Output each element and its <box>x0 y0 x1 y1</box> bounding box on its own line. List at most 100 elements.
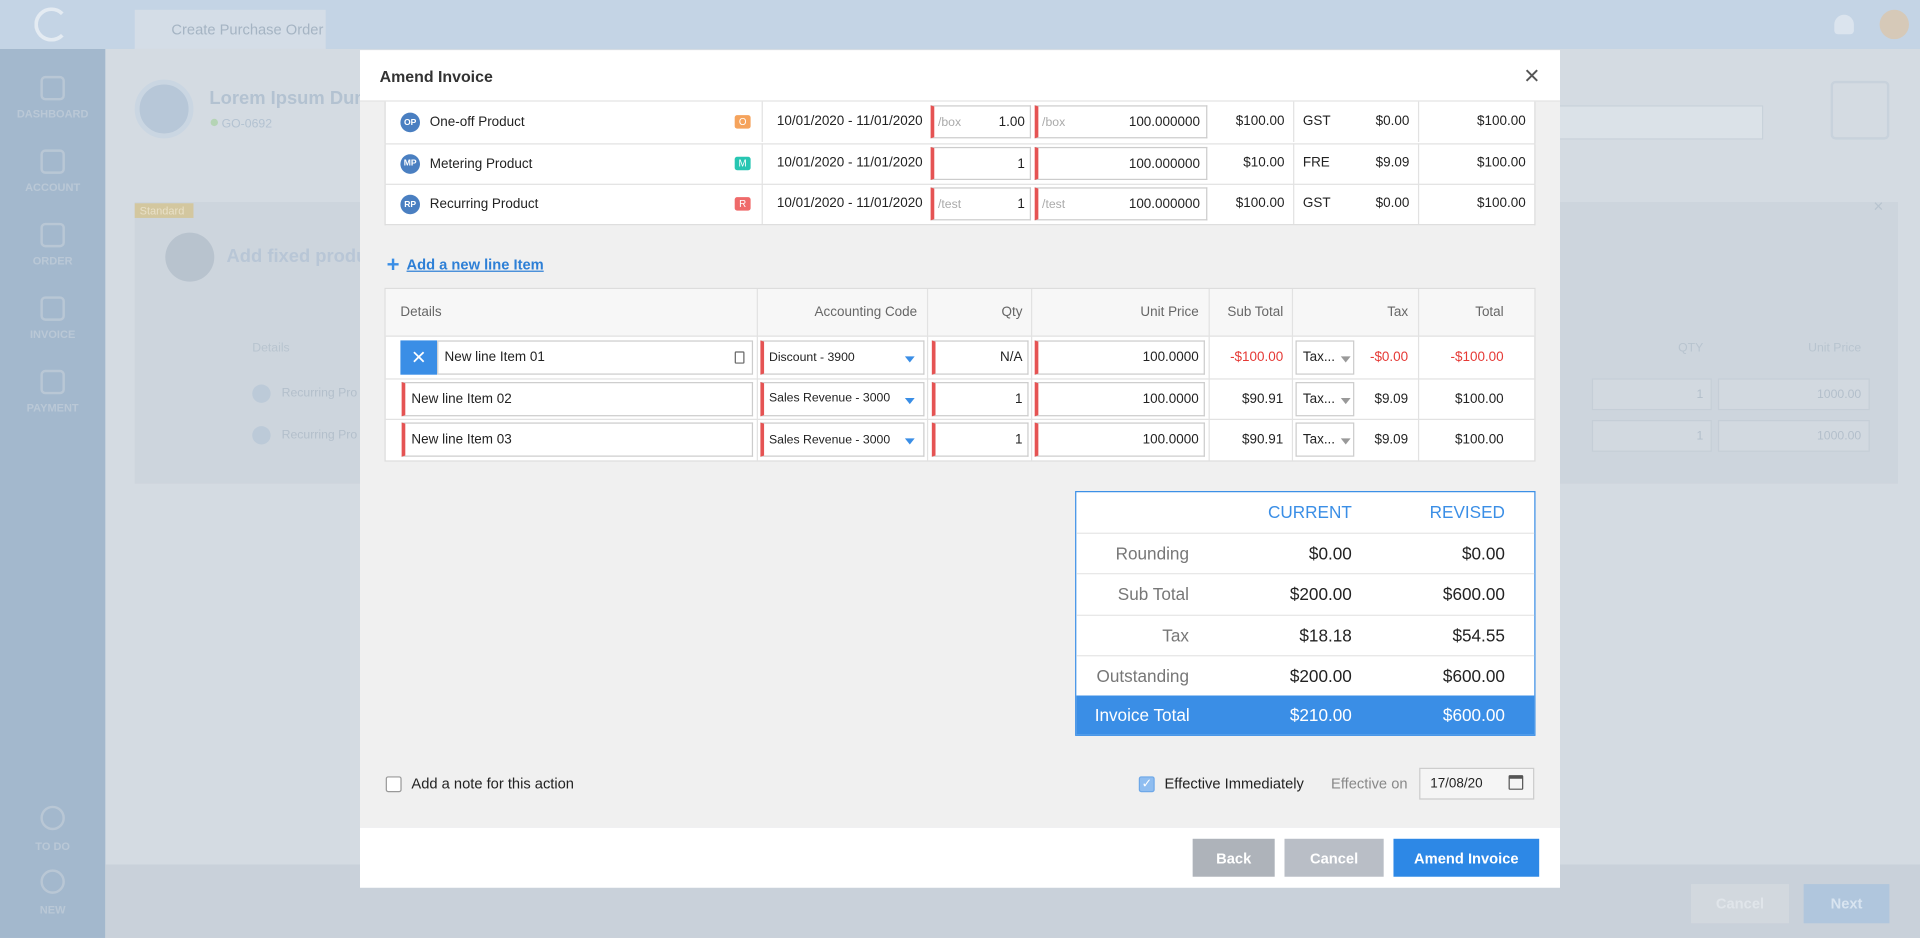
column-header: Details <box>400 304 442 320</box>
back-button[interactable]: Back <box>1192 838 1275 877</box>
tax: $9.09 <box>1375 154 1410 170</box>
total: $100.00 <box>1454 432 1504 447</box>
nav-item[interactable]: ACCOUNT <box>25 181 81 194</box>
accounting-code-select[interactable] <box>760 381 925 416</box>
qty-input[interactable] <box>930 146 1032 180</box>
note-checkbox[interactable] <box>385 776 402 793</box>
product-icon: RP <box>400 194 421 215</box>
section-icon <box>165 232 215 282</box>
account-id: GO-0692 <box>221 116 273 131</box>
row-divider <box>385 418 1535 421</box>
close-button[interactable]: × <box>1523 63 1540 89</box>
badge: Standard <box>134 203 194 218</box>
summary-revised: $600.00 <box>1442 584 1505 605</box>
invoice-total-row <box>1076 695 1535 735</box>
tax-code: GST <box>1302 113 1331 129</box>
remove-button[interactable]: × <box>400 340 438 375</box>
summary-label: Tax <box>1162 625 1189 645</box>
nav-item[interactable]: TO DO <box>35 840 71 853</box>
total: $100.00 <box>1477 195 1526 211</box>
accounting-code-select[interactable] <box>760 340 925 375</box>
column-divider <box>1293 101 1295 143</box>
nav-item[interactable]: INVOICE <box>29 328 76 341</box>
nav-item[interactable]: NEW <box>39 903 66 916</box>
tax: $0.00 <box>1375 113 1410 129</box>
account-avatar <box>134 79 194 139</box>
nav-item[interactable]: ORDER <box>32 254 73 267</box>
summary-revised: $54.55 <box>1452 625 1505 645</box>
row-divider <box>385 377 1535 379</box>
details-input[interactable] <box>401 381 754 416</box>
tax-select[interactable] <box>1295 340 1355 375</box>
tax-code: Tax... <box>1302 432 1336 447</box>
effective-checkbox[interactable]: ✓ <box>1138 776 1155 793</box>
tax-code: Tax... <box>1302 391 1336 406</box>
total: $100.00 <box>1477 113 1526 129</box>
row-icon <box>252 426 271 445</box>
nav-icon <box>40 75 65 101</box>
details-input[interactable] <box>437 340 754 375</box>
row-divider <box>1076 573 1535 575</box>
subtotal: $90.91 <box>1242 391 1284 406</box>
summary-current: $200.00 <box>1289 584 1352 605</box>
date-value: 17/08/20 <box>1430 776 1483 792</box>
accounting-code-select[interactable] <box>760 422 925 457</box>
qty-input[interactable] <box>930 187 1032 221</box>
qty-input[interactable] <box>931 422 1029 457</box>
summary-revised: $600.00 <box>1442 705 1505 725</box>
cancel-button: Cancel <box>1691 884 1789 924</box>
price-input[interactable] <box>1034 105 1208 139</box>
tax: $0.00 <box>1375 195 1410 211</box>
price-input[interactable] <box>1034 422 1205 457</box>
qty-input[interactable] <box>930 105 1032 139</box>
add-button <box>1830 80 1890 140</box>
column-header: Details <box>252 341 290 355</box>
column-header: QTY <box>1678 341 1704 355</box>
modal-header <box>360 50 1561 102</box>
accounting-code: Sales Revenue - 3000 <box>768 391 891 406</box>
price-value: 100.000000 <box>1128 115 1201 130</box>
qty-input[interactable] <box>931 340 1029 375</box>
price-unit: /box <box>1042 115 1066 130</box>
qty-value: 1 <box>1014 432 1023 447</box>
tax-code: Tax... <box>1302 350 1336 365</box>
row-name: Recurring Pro <box>281 427 358 442</box>
price-input[interactable] <box>1034 381 1205 416</box>
product-icon: OP <box>400 112 421 133</box>
status-dot <box>210 118 218 127</box>
column-header: Unit Price <box>1808 341 1862 355</box>
tab[interactable]: Create Purchase Order <box>134 9 326 49</box>
add-line-link[interactable]: Add a new line Item <box>406 255 544 274</box>
product-dates: 10/01/2020 - 11/01/2020 <box>776 113 923 129</box>
accounting-code: Discount - 3900 <box>768 350 855 365</box>
qty-input[interactable] <box>931 381 1029 416</box>
summary-current: $18.18 <box>1299 625 1352 645</box>
qty-input: 1 <box>1591 378 1712 411</box>
nav-item[interactable]: DASHBOARD <box>16 107 89 121</box>
nav-item[interactable]: PAYMENT <box>26 401 79 414</box>
section-title: Add fixed produc <box>226 245 374 267</box>
row-divider <box>1076 532 1535 534</box>
price-input[interactable] <box>1034 340 1205 375</box>
price-input[interactable] <box>1034 187 1208 221</box>
column-header: Unit Price <box>1140 304 1199 320</box>
product-name: Recurring Product <box>429 197 539 212</box>
details-input[interactable] <box>401 422 754 457</box>
cancel-button[interactable]: Cancel <box>1284 838 1384 877</box>
column-divider <box>1031 288 1033 461</box>
price-value: 100.0000 <box>1142 391 1199 406</box>
tax-code: FRE <box>1302 154 1330 170</box>
price-unit: /test <box>1042 197 1066 212</box>
qty-unit: /box <box>937 115 962 130</box>
price-input: 1000.00 <box>1717 378 1870 411</box>
column-divider <box>1293 183 1295 225</box>
column-header: Qty <box>1001 304 1023 320</box>
logo <box>34 7 69 42</box>
summary-current: $200.00 <box>1289 665 1352 686</box>
row-icon <box>252 384 271 403</box>
date-input[interactable] <box>1419 767 1535 800</box>
price-input[interactable] <box>1034 146 1208 180</box>
amend-invoice-button[interactable]: Amend Invoice <box>1393 838 1540 877</box>
product-icon: MP <box>400 153 421 174</box>
